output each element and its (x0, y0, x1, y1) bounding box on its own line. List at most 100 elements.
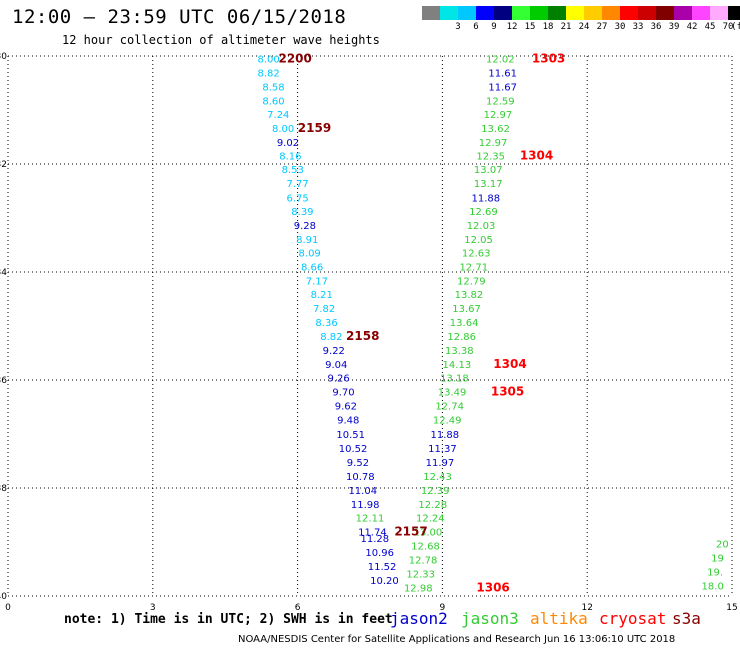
wave-height-value: 12.39 (421, 486, 450, 497)
wave-height-value: 11.37 (428, 444, 457, 455)
wave-height-value: 12.97 (479, 138, 508, 149)
legend-tick-label: 12 (506, 22, 518, 32)
wave-height-value: 9.70 (332, 388, 354, 399)
wave-height-value: 14.13 (443, 360, 472, 371)
legend-altika: altika (530, 609, 588, 628)
wave-height-value: 9.26 (327, 374, 349, 385)
wave-height-value: 12.02 (486, 54, 515, 65)
legend-tick-label: 9 (491, 22, 497, 32)
pass-time-label: 2157 (394, 525, 427, 539)
legend-swatch (728, 6, 740, 20)
x-tick-label: 15 (726, 603, 737, 613)
legend-swatch (620, 6, 638, 20)
color-legend-bar (422, 6, 740, 20)
wave-height-value: 12.05 (464, 235, 493, 246)
wave-height-value: 13.18 (440, 374, 469, 385)
legend-cryosat: cryosat (599, 609, 667, 628)
wave-height-value: 8.82 (320, 332, 342, 343)
wave-height-value: 7.77 (286, 179, 308, 190)
wave-height-value: 6.75 (286, 193, 308, 204)
wave-height-value: 12.79 (457, 276, 486, 287)
legend-unit-label: (ft) (731, 22, 740, 32)
pass-time-label: 1304 (493, 357, 526, 371)
x-tick-label: 9 (440, 603, 446, 613)
wave-height-value: 12.69 (469, 207, 498, 218)
wave-height-value: 12.28 (418, 500, 447, 511)
legend-swatch (584, 6, 602, 20)
legend-swatch (422, 6, 440, 20)
wave-height-value: 11.88 (472, 193, 501, 204)
wave-height-value: 13.62 (481, 124, 510, 135)
wave-height-value: 12.24 (416, 513, 445, 524)
wave-height-value: 11.97 (426, 458, 455, 469)
source-credit: NOAA/NESDIS Center for Satellite Applica… (238, 634, 676, 645)
wave-height-value: 9.48 (337, 416, 359, 427)
wave-height-value: 13.82 (455, 290, 484, 301)
legend-swatch (638, 6, 656, 20)
x-tick-label: 6 (295, 603, 301, 613)
wave-height-value: 12.74 (435, 402, 464, 413)
plot-axes: 0 3 6 9 12 15 -30 -32 -34 -36 -38 -40 (0, 52, 738, 613)
pass-time-label: 2159 (298, 121, 331, 135)
wave-height-value: 13.00 (414, 528, 443, 539)
wave-height-value: 20 (716, 539, 729, 550)
wave-height-value: 8.60 (262, 97, 284, 108)
wave-height-value: 12.78 (409, 556, 438, 567)
wave-height-value: 8.66 (301, 262, 323, 273)
wave-height-value: 8.16 (279, 152, 301, 163)
legend-tick-label: 15 (524, 22, 536, 32)
plot-points: 8.00 8.82 8.58 8.60 7.24 8.00 9.02 8.16 8.53 7.77… (258, 51, 729, 594)
wave-height-value: 12.63 (462, 248, 491, 259)
legend-jason3: jason3 (461, 609, 519, 628)
y-tick-label: -32 (0, 160, 7, 170)
legend-tick-label: 21 (560, 22, 572, 32)
wave-height-value: 10.78 (346, 472, 375, 483)
wave-height-value: 12.33 (406, 570, 435, 581)
wave-height-value: 12.86 (447, 332, 476, 343)
legend-swatch (656, 6, 674, 20)
legend-swatch (710, 6, 728, 20)
wave-height-value: 11.88 (430, 430, 459, 441)
wave-height-value: 12.49 (433, 416, 462, 427)
wave-height-value: 8.36 (315, 318, 337, 329)
legend-swatch (530, 6, 548, 20)
wave-height-value: 13.49 (438, 388, 467, 399)
x-tick-label: 0 (5, 603, 11, 613)
wave-height-value: 12.98 (404, 584, 433, 595)
wave-height-value: 9.52 (347, 458, 369, 469)
wave-height-value: 13.07 (474, 165, 503, 176)
wave-height-value: 8.53 (282, 165, 304, 176)
legend-tick-label: 30 (614, 22, 626, 32)
wave-height-value: 9.28 (294, 221, 316, 232)
wave-height-value: 11.04 (348, 486, 377, 497)
wave-height-value: 8.91 (296, 235, 318, 246)
legend-tick-label: 18 (542, 22, 554, 32)
legend-s3a: s3a (672, 609, 701, 628)
wave-height-value: 10.52 (339, 444, 368, 455)
wave-height-value: 7.82 (313, 304, 335, 315)
wave-height-value: 7.24 (267, 110, 289, 121)
plot-grid (7, 55, 733, 597)
wave-height-value: 8.82 (258, 69, 280, 80)
legend-tick-label: 42 (686, 22, 698, 32)
wave-height-value: 9.04 (325, 360, 347, 371)
page-subtitle: 12 hour collection of altimeter wave hei… (62, 33, 380, 47)
wave-height-value: 8.00 (272, 124, 294, 135)
legend-swatch (566, 6, 584, 20)
legend-tick-label: 70 (722, 22, 734, 32)
legend-swatch (548, 6, 566, 20)
footnote: note: 1) Time is in UTC; 2) SWH is in fe… (64, 612, 393, 627)
wave-height-value: 9.22 (323, 346, 345, 357)
legend-tick-label: 6 (473, 22, 479, 32)
y-tick-label: -36 (0, 376, 7, 386)
wave-height-value: 19. (707, 567, 723, 578)
wave-height-value: 8.39 (291, 207, 313, 218)
wave-height-value: 10.20 (370, 576, 399, 587)
wave-height-value: 10.51 (336, 430, 365, 441)
pass-time-label: 1303 (532, 51, 565, 65)
x-tick-label: 3 (150, 603, 156, 613)
legend-jason2: jason2 (390, 609, 448, 628)
wave-height-value: 12.43 (423, 472, 452, 483)
wave-height-value: 8.09 (299, 248, 321, 259)
wave-height-value: 8.58 (262, 83, 284, 94)
